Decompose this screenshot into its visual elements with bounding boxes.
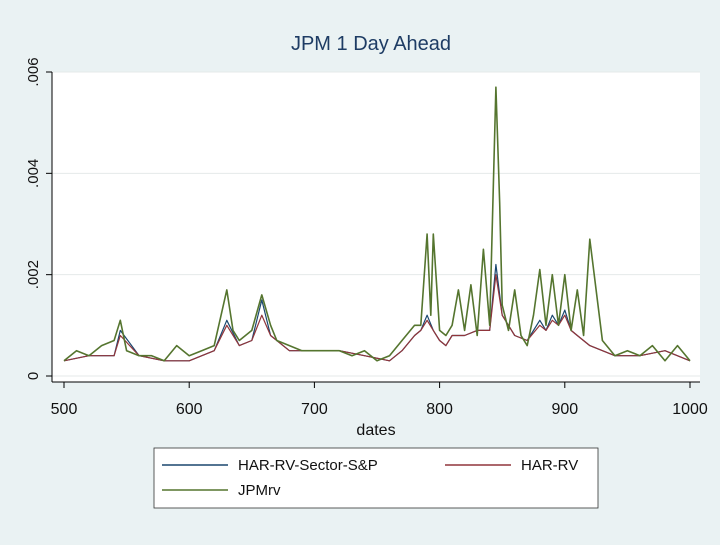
series-group [63,86,691,362]
plot-area [52,72,700,382]
legend: HAR-RV-Sector-S&P HAR-RV JPMrv [153,447,599,509]
series-line-3 [63,86,691,362]
y-tick-label: 0 [25,372,42,380]
y-tick-label: .006 [25,57,42,86]
x-axis: 500 600 700 800 900 1000 [51,381,708,418]
y-tick-label: .004 [25,159,42,188]
x-axis-label: dates [356,422,395,439]
legend-label-1: HAR-RV-Sector-S&P [238,457,378,474]
legend-label-3: JPMrv [238,482,281,499]
x-tick-label: 700 [301,401,328,418]
x-tick-label: 600 [176,401,203,418]
legend-label-2: HAR-RV [521,457,578,474]
x-tick-label: 500 [51,401,78,418]
grid-lines [52,71,700,377]
chart-title: JPM 1 Day Ahead [291,33,451,55]
y-axis: 0 .002 .004 .006 [25,57,53,382]
legend-box [153,447,599,509]
x-tick-label: 1000 [672,401,708,418]
series-line-2 [63,274,691,362]
x-tick-label: 900 [551,401,578,418]
x-tick-label: 800 [426,401,453,418]
y-tick-label: .002 [25,260,42,289]
